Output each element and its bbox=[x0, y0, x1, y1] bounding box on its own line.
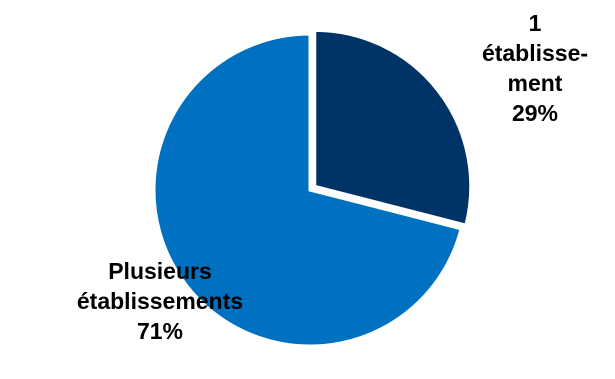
slice-label-line: établissements bbox=[76, 288, 244, 314]
slice-percent-label: 29% bbox=[511, 100, 559, 126]
pie-slice-one-establishment bbox=[313, 28, 473, 227]
slice-label-one-establishment: 1 établisse- ment 29% bbox=[470, 8, 600, 128]
slice-label-line: 1 bbox=[528, 10, 542, 36]
slice-label-several-establishments: Plusieurs établissements 71% bbox=[60, 256, 260, 346]
slice-label-line: établisse- bbox=[481, 40, 589, 66]
slice-label-line: ment bbox=[507, 70, 563, 96]
pie-slice-several-establishments bbox=[152, 32, 463, 348]
slice-percent-label: 71% bbox=[136, 318, 184, 344]
slice-label-line: Plusieurs bbox=[108, 258, 212, 284]
